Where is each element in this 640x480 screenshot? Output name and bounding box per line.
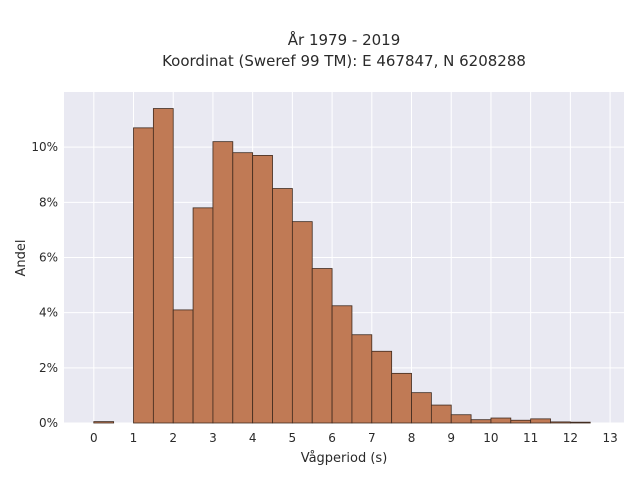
x-tick-label: 8 <box>408 431 416 445</box>
x-tick-label: 12 <box>563 431 578 445</box>
x-tick-label: 5 <box>289 431 297 445</box>
histogram-bar <box>192 207 214 424</box>
histogram-bar <box>232 152 254 424</box>
histogram-bar <box>272 188 293 424</box>
histogram-bar <box>93 421 115 424</box>
histogram-bar <box>133 127 154 424</box>
y-axis-title: Andel <box>14 240 29 277</box>
x-tick-label: 11 <box>523 431 538 445</box>
y-tick-label: 8% <box>39 195 58 209</box>
histogram-bar <box>252 155 273 424</box>
y-tick-label: 10% <box>31 140 58 154</box>
x-tick-label: 3 <box>209 431 217 445</box>
histogram-bar <box>152 108 174 424</box>
histogram-bar <box>391 372 412 424</box>
chart-title-line-1: År 1979 - 2019 <box>288 30 401 49</box>
x-tick-label: 6 <box>328 431 336 445</box>
histogram-bar <box>331 305 353 424</box>
histogram-bar <box>172 309 194 424</box>
x-tick-label: 2 <box>169 431 177 445</box>
bars-group <box>93 108 591 424</box>
histogram-bar <box>530 418 551 424</box>
histogram-bar <box>470 419 492 424</box>
histogram-bar <box>490 417 512 424</box>
histogram-bar <box>411 392 432 424</box>
x-tick-label: 10 <box>483 431 498 445</box>
x-tick-label: 9 <box>447 431 455 445</box>
y-tick-label: 6% <box>39 251 58 265</box>
histogram-bar <box>550 421 571 424</box>
x-tick-label: 0 <box>90 431 98 445</box>
histogram-bar <box>510 419 532 424</box>
x-axis-title: Vågperiod (s) <box>301 451 388 466</box>
histogram-bar <box>450 414 472 424</box>
chart-title-line-2: Koordinat (Sweref 99 TM): E 467847, N 62… <box>162 52 526 70</box>
y-tick-labels: 0% 2% 4% 6% 8% 10% <box>31 140 58 430</box>
x-tick-label: 13 <box>602 431 617 445</box>
histogram-bar <box>371 350 393 424</box>
y-tick-label: 2% <box>39 361 58 375</box>
histogram-bar <box>351 334 373 424</box>
y-tick-label: 0% <box>39 416 58 430</box>
histogram-bar <box>569 421 591 424</box>
histogram-bar <box>430 404 452 424</box>
x-tick-label: 1 <box>130 431 138 445</box>
x-tick-label: 4 <box>249 431 257 445</box>
x-tick-labels: 0 1 2 3 4 5 6 7 8 9 10 11 12 13 <box>90 431 618 445</box>
histogram-bar <box>311 268 333 424</box>
y-tick-label: 4% <box>39 306 58 320</box>
x-tick-label: 7 <box>368 431 376 445</box>
histogram-bar <box>212 141 234 424</box>
histogram-bar <box>291 221 313 424</box>
